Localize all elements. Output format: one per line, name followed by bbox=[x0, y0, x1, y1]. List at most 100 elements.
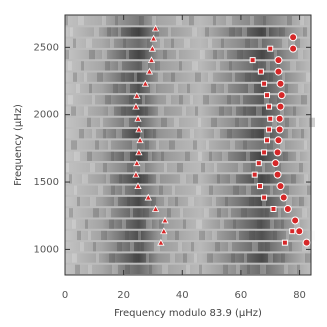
background-strip bbox=[65, 83, 311, 94]
square-point bbox=[255, 160, 262, 167]
background-speckle bbox=[190, 95, 193, 105]
background-speckle bbox=[171, 38, 174, 48]
triangle-point bbox=[135, 125, 143, 133]
background-speckle bbox=[143, 174, 148, 184]
background-speckle bbox=[213, 16, 216, 26]
background-speckle bbox=[98, 185, 103, 195]
background-speckle bbox=[236, 264, 240, 274]
background-strip bbox=[65, 61, 311, 71]
background-speckle bbox=[142, 95, 145, 105]
background-speckle bbox=[141, 242, 144, 252]
square-point bbox=[267, 115, 274, 122]
background-speckle bbox=[179, 95, 183, 105]
background-speckle bbox=[188, 196, 194, 207]
background-speckle bbox=[139, 16, 144, 26]
x-tick-label: 0 bbox=[62, 290, 68, 301]
background-strip bbox=[65, 185, 311, 195]
background-speckle bbox=[298, 83, 304, 94]
background-speckle bbox=[282, 38, 288, 48]
background-speckle bbox=[171, 72, 175, 82]
background-speckle bbox=[307, 185, 311, 195]
square-point bbox=[256, 183, 263, 190]
background-speckle bbox=[68, 61, 72, 71]
background-speckle bbox=[214, 162, 217, 173]
background-speckle bbox=[247, 264, 250, 274]
background-speckle bbox=[74, 151, 80, 161]
background-speckle bbox=[162, 230, 167, 241]
background-speckle bbox=[78, 16, 84, 26]
background-speckle bbox=[194, 253, 197, 263]
background-speckle bbox=[199, 264, 202, 274]
background-speckle bbox=[294, 219, 300, 229]
background-speckle bbox=[170, 253, 175, 263]
circle-point bbox=[277, 91, 286, 100]
background-speckle bbox=[87, 117, 91, 128]
square-point bbox=[267, 45, 274, 52]
background-speckle bbox=[178, 242, 182, 252]
background-speckle bbox=[106, 208, 111, 218]
y-tick-label: 1000 bbox=[34, 244, 59, 255]
background-speckle bbox=[228, 242, 232, 252]
triangle-point bbox=[132, 102, 140, 110]
background-speckle bbox=[159, 185, 163, 195]
background-speckle bbox=[71, 140, 77, 150]
background-speckle bbox=[277, 95, 281, 105]
background-speckle bbox=[132, 140, 137, 150]
background-speckle bbox=[89, 49, 95, 60]
circle-point bbox=[276, 182, 285, 191]
background-speckle bbox=[233, 219, 236, 229]
background-speckle bbox=[208, 72, 213, 82]
background-speckle bbox=[265, 242, 270, 252]
background-speckle bbox=[117, 242, 122, 252]
background-speckle bbox=[156, 140, 159, 150]
square-point bbox=[281, 239, 288, 246]
background-speckle bbox=[92, 129, 96, 139]
background-speckle bbox=[176, 49, 179, 60]
background-speckle bbox=[304, 140, 307, 150]
background-speckle bbox=[267, 174, 270, 184]
background-strip bbox=[65, 253, 311, 263]
square-point bbox=[249, 57, 256, 64]
background-speckle bbox=[85, 219, 88, 229]
background-speckle bbox=[172, 185, 175, 195]
background-speckle bbox=[72, 219, 76, 229]
circle-point bbox=[291, 216, 300, 225]
background-speckle bbox=[226, 16, 232, 26]
background-speckle bbox=[154, 242, 160, 252]
background-speckle bbox=[299, 196, 304, 207]
background-speckle bbox=[260, 264, 266, 274]
square-point bbox=[289, 228, 296, 235]
background-speckle bbox=[211, 83, 216, 94]
y-axis-label: Frequency (μHz) bbox=[13, 104, 24, 186]
background-speckle bbox=[249, 196, 254, 207]
background-speckle bbox=[130, 208, 133, 218]
background-speckle bbox=[261, 49, 265, 60]
background-speckle bbox=[254, 174, 258, 184]
circle-point bbox=[271, 159, 280, 168]
background-speckle bbox=[163, 49, 167, 60]
background-speckle bbox=[302, 242, 308, 252]
background-speckle bbox=[196, 219, 202, 229]
background-speckle bbox=[222, 151, 228, 161]
background-speckle bbox=[301, 95, 307, 105]
background-speckle bbox=[215, 242, 220, 252]
background-speckle bbox=[262, 162, 265, 173]
background-speckle bbox=[230, 174, 236, 184]
background-speckle bbox=[124, 151, 130, 161]
background-speckle bbox=[73, 72, 77, 82]
triangle-point bbox=[141, 79, 150, 87]
background-speckle bbox=[221, 38, 224, 48]
background-speckle bbox=[66, 162, 69, 173]
background-speckle bbox=[264, 129, 270, 139]
background-speckle bbox=[121, 106, 126, 116]
background-speckle bbox=[289, 242, 292, 252]
background-speckle bbox=[96, 253, 99, 263]
background-speckle bbox=[252, 242, 258, 252]
background-speckle bbox=[183, 253, 187, 263]
background-speckle bbox=[238, 162, 243, 173]
background-speckle bbox=[272, 117, 277, 128]
background-speckle bbox=[237, 49, 243, 60]
background-speckle bbox=[235, 117, 239, 128]
background-speckle bbox=[193, 174, 198, 184]
background-speckle bbox=[263, 16, 266, 26]
